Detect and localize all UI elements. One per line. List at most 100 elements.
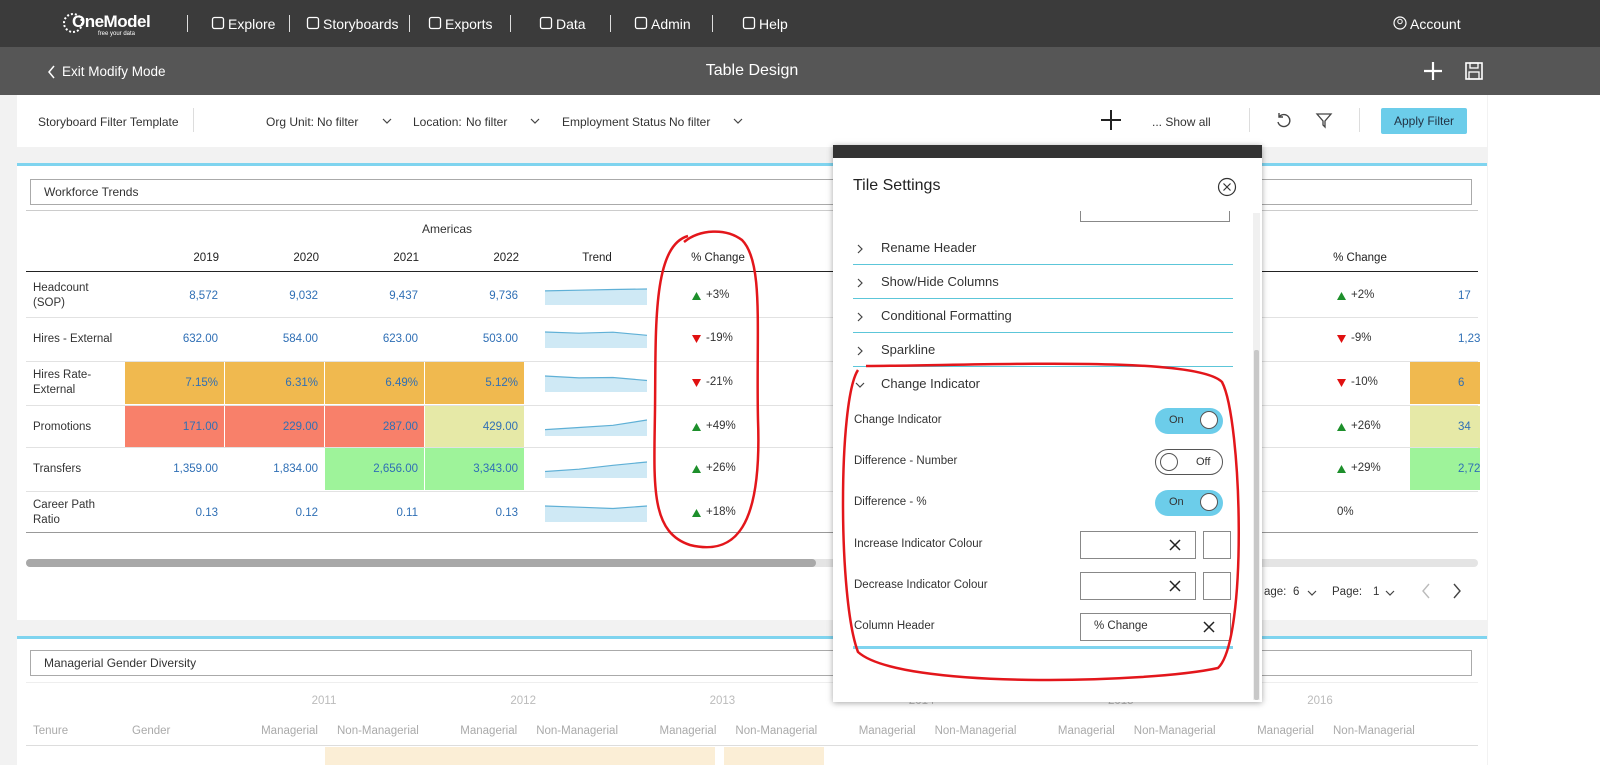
collapse-icon	[855, 382, 865, 388]
expand-icon	[857, 312, 863, 322]
decrease-arrow	[1337, 379, 1346, 387]
table-cell: 584.00	[282, 333, 318, 345]
column-header: % Change	[691, 252, 745, 264]
decrease-arrow	[1337, 335, 1346, 343]
section-divider	[853, 366, 1233, 367]
page-select[interactable]: 1	[1373, 586, 1380, 598]
increase-arrow	[692, 423, 701, 431]
table-cell: 2,72	[1410, 448, 1480, 490]
clear-filter-button[interactable]	[1315, 111, 1333, 129]
clear-button[interactable]	[1169, 580, 1181, 592]
save-button[interactable]	[1464, 61, 1484, 81]
table-cell: 9,437	[389, 290, 418, 302]
table-cell: 6.31%	[225, 362, 324, 404]
sparkline	[545, 375, 647, 392]
add-filter-button[interactable]	[1100, 109, 1122, 131]
toggle-knob	[1200, 493, 1218, 511]
year-header: 2012	[510, 695, 536, 707]
logo-tagline: free your data	[98, 31, 136, 37]
filter-value[interactable]: No filter	[669, 115, 711, 129]
column-header: % Change	[1333, 252, 1387, 264]
settings-section[interactable]: Sparkline	[881, 342, 936, 357]
column-header: Man	[1420, 725, 1487, 737]
table-cell: 632.00	[182, 333, 218, 345]
table-cell: 9,736	[489, 290, 518, 302]
column-header: 2022	[493, 252, 519, 264]
table-cell: 7.15%	[125, 362, 224, 404]
nav-icon	[634, 16, 648, 30]
top-nav: OneModel free your data Account Explore S…	[0, 0, 1600, 47]
toggle-switch[interactable]: On	[1155, 408, 1223, 434]
nav-item[interactable]: Storyboards	[323, 16, 399, 32]
row-label: Transfers	[33, 462, 82, 475]
dropdown-chevron	[733, 118, 743, 124]
table-cell: 8,572	[189, 290, 218, 302]
tile-title: Managerial Gender Diversity	[44, 656, 197, 670]
next-page-button[interactable]	[1452, 583, 1462, 599]
dropdown-chevron	[530, 118, 540, 124]
v-scroll-thumb[interactable]	[1254, 350, 1259, 700]
table-cell: 1,23	[1458, 333, 1480, 345]
clear-button[interactable]	[1203, 621, 1215, 633]
account-icon	[1393, 16, 1407, 30]
prev-page-button[interactable]	[1421, 583, 1431, 599]
field-label: Difference - Number	[854, 455, 958, 467]
table-cell: 3,343.00	[425, 448, 524, 490]
show-all-link[interactable]: ... Show all	[1152, 115, 1211, 129]
change-value: -10%	[1351, 376, 1378, 388]
colour-swatch[interactable]	[1203, 531, 1231, 559]
row-label: Hires - External	[33, 332, 113, 345]
table-cell: 0.12	[295, 507, 318, 519]
nav-item[interactable]: Exports	[445, 16, 493, 32]
nav-item[interactable]: Help	[759, 16, 788, 32]
toggle-switch[interactable]: On	[1155, 490, 1223, 516]
table-cell: 0.11	[396, 507, 418, 519]
settings-section[interactable]: Conditional Formatting	[881, 308, 1012, 323]
change-value: +26%	[1351, 420, 1381, 432]
table-cell: 0.13	[195, 507, 218, 519]
filter-label: Employment Status	[562, 115, 667, 129]
account-link[interactable]: Account	[1410, 16, 1461, 32]
nav-separator	[510, 15, 511, 32]
increase-arrow	[1337, 292, 1346, 300]
table-cell: 34	[1410, 406, 1480, 448]
tile-title-box	[30, 650, 1472, 676]
row-label: Career Path Ratio	[33, 499, 96, 526]
settings-section[interactable]: Show/Hide Columns	[881, 274, 999, 289]
dropdown-chevron	[1385, 590, 1395, 596]
column-header: Managerial	[858, 725, 916, 737]
add-button[interactable]	[1423, 61, 1443, 81]
close-dialog-button[interactable]	[1217, 177, 1237, 197]
nav-item[interactable]: Explore	[228, 16, 276, 32]
tile-settings-dialog: Tile Settings Rename Header Show/Hide Col…	[833, 145, 1262, 702]
table-cell: 229.00	[225, 406, 324, 448]
change-value: -21%	[706, 376, 733, 388]
h-scroll-thumb[interactable]	[26, 559, 816, 567]
exit-modify-button[interactable]: Exit Modify Mode	[62, 64, 166, 79]
apply-filter-button[interactable]: Apply Filter	[1381, 108, 1467, 134]
table-cell: 6	[1410, 362, 1480, 404]
toggle-switch[interactable]: Off	[1155, 449, 1223, 475]
expand-icon	[857, 278, 863, 288]
field-label: Change Indicator	[854, 414, 942, 426]
settings-section[interactable]: Change Indicator	[881, 376, 981, 391]
nav-separator	[409, 15, 410, 32]
settings-section[interactable]: Rename Header	[881, 240, 977, 255]
per-page-select[interactable]: 6	[1293, 586, 1300, 598]
column-header: Tenure	[33, 725, 69, 737]
filter-value[interactable]: No filter	[466, 115, 508, 129]
reset-button[interactable]	[1275, 111, 1293, 129]
column-header: 2021	[393, 252, 419, 264]
filter-value[interactable]: No filter	[317, 115, 359, 129]
change-value: +3%	[706, 289, 730, 301]
colour-swatch[interactable]	[1203, 572, 1231, 600]
increase-arrow	[1337, 423, 1346, 431]
logo[interactable]: OneModel	[72, 12, 151, 31]
nav-icon	[539, 16, 553, 30]
nav-item[interactable]: Admin	[651, 16, 691, 32]
nav-item[interactable]: Data	[556, 16, 586, 32]
field-label: Column Header	[854, 620, 935, 632]
clear-button[interactable]	[1169, 539, 1181, 551]
table-cell: 1,359.00	[173, 463, 218, 475]
table-cell: 287.00	[325, 406, 424, 448]
